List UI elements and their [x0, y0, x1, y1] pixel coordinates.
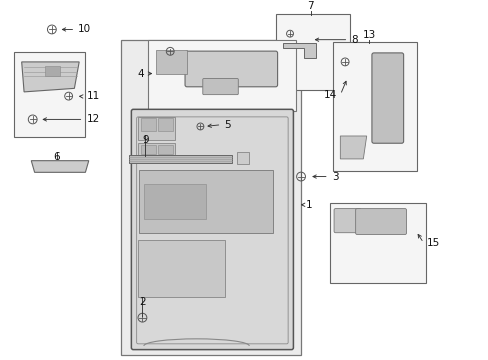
Polygon shape [31, 161, 89, 172]
Bar [147, 40, 296, 111]
Text: 5: 5 [224, 120, 230, 130]
Text: 13: 13 [362, 30, 375, 40]
Bar [138, 143, 175, 156]
Text: 12: 12 [86, 114, 100, 125]
FancyBboxPatch shape [184, 51, 277, 87]
Text: 8: 8 [351, 35, 357, 45]
Bar [139, 170, 273, 233]
Text: 9: 9 [142, 135, 148, 145]
Text: 4: 4 [137, 68, 143, 78]
Text: 14: 14 [324, 90, 337, 100]
Bar [121, 40, 301, 355]
Bar [158, 118, 172, 131]
Bar [332, 42, 416, 171]
Bar [44, 67, 60, 76]
FancyBboxPatch shape [203, 78, 238, 95]
FancyBboxPatch shape [355, 208, 406, 234]
Bar [237, 152, 249, 164]
Bar [143, 184, 206, 219]
Polygon shape [282, 42, 316, 58]
Bar [128, 155, 231, 163]
Text: 2: 2 [139, 297, 145, 306]
Text: 7: 7 [306, 1, 313, 11]
FancyBboxPatch shape [333, 208, 360, 233]
Bar [156, 50, 186, 74]
Bar [275, 14, 349, 90]
FancyBboxPatch shape [131, 109, 293, 350]
Text: 15: 15 [426, 238, 439, 248]
Bar [138, 117, 175, 140]
FancyBboxPatch shape [371, 53, 403, 143]
Text: 1: 1 [305, 200, 312, 210]
Bar [329, 203, 425, 283]
Polygon shape [340, 136, 366, 159]
Text: 11: 11 [86, 91, 100, 102]
Text: 3: 3 [331, 172, 338, 181]
Bar [138, 240, 225, 297]
Bar [140, 145, 156, 154]
Bar [15, 53, 85, 137]
Text: 10: 10 [78, 24, 91, 35]
Polygon shape [21, 62, 79, 92]
Bar [140, 118, 156, 131]
Bar [158, 145, 172, 154]
Text: 6: 6 [53, 152, 60, 162]
